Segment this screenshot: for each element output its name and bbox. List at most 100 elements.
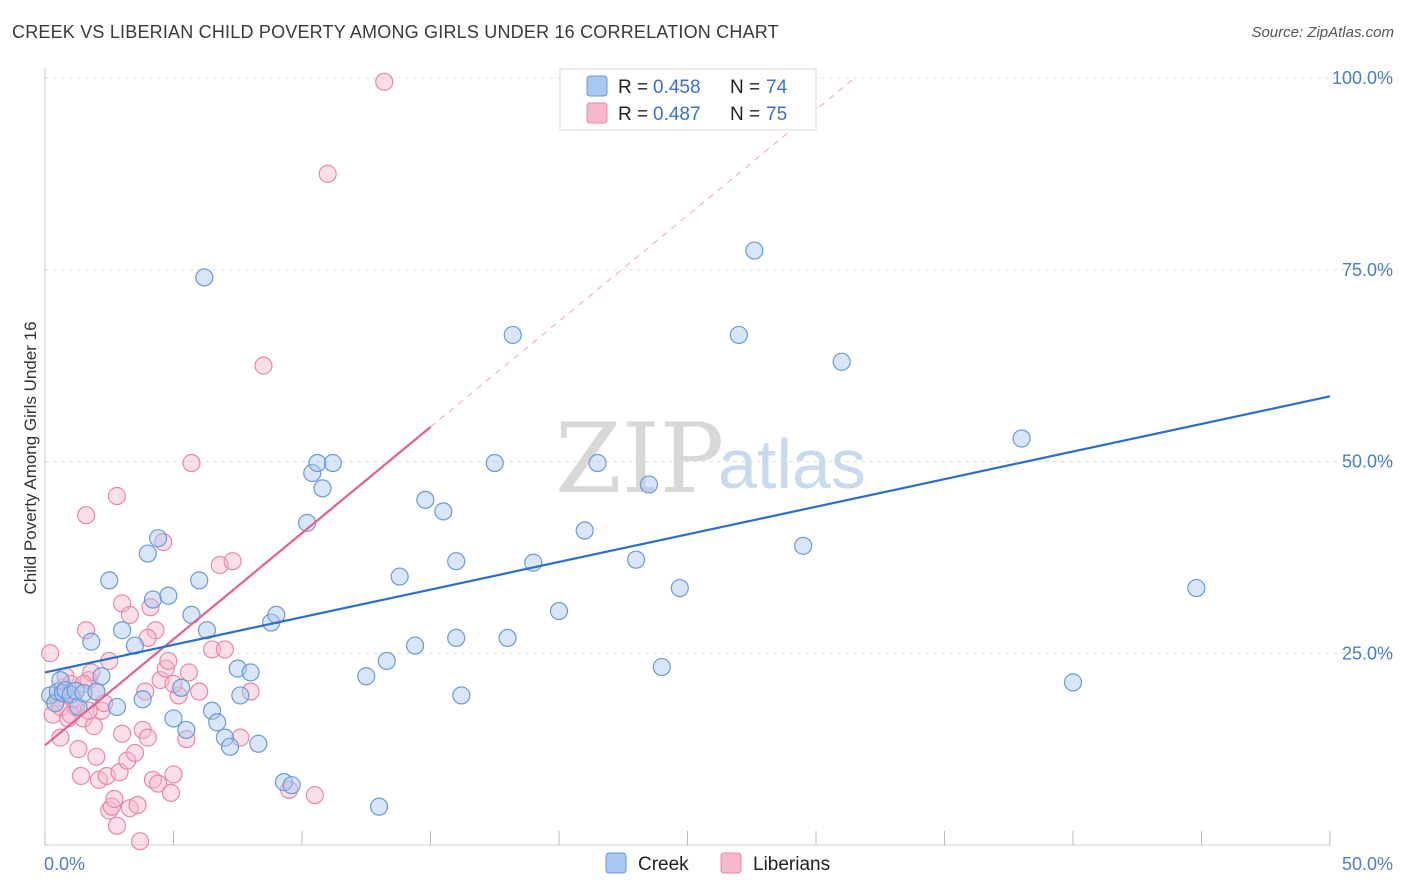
- liberians-point: [318, 164, 337, 183]
- creek-point: [498, 628, 517, 648]
- liberians-point: [254, 356, 273, 375]
- creek-point: [745, 241, 764, 260]
- creek-point: [588, 453, 607, 473]
- creek-r-label: R =: [618, 77, 648, 98]
- watermark-zip: ZIP: [555, 403, 724, 515]
- creek-point: [832, 352, 851, 371]
- series-legend: Creek Liberians: [605, 852, 830, 875]
- creek-point: [249, 734, 268, 753]
- liberians-point: [138, 728, 157, 747]
- liberians-legend-label: Liberians: [753, 854, 830, 875]
- liberians-point: [69, 740, 88, 759]
- creek-point: [69, 697, 88, 717]
- liberians-trend-line: [44, 426, 432, 747]
- liberians-point: [202, 640, 222, 659]
- liberians-point: [87, 747, 106, 766]
- liberians-point: [146, 621, 165, 640]
- watermark-atlas: atlas: [718, 425, 866, 503]
- creek-point: [208, 713, 227, 732]
- creek-point: [177, 720, 196, 740]
- creek-point: [1187, 578, 1206, 598]
- liberians-point: [107, 486, 127, 506]
- liberians-point: [112, 724, 132, 743]
- creek-point: [670, 578, 689, 598]
- liberians-point: [148, 774, 168, 793]
- liberians-swatch: [586, 102, 608, 124]
- creek-n-label: N =: [730, 77, 760, 98]
- liberians-point: [77, 506, 96, 525]
- creek-point: [190, 571, 209, 590]
- liberians-point: [190, 682, 209, 701]
- creek-point: [195, 268, 214, 287]
- liberians-r-value: 0.487: [653, 104, 701, 125]
- creek-point: [143, 590, 163, 609]
- creek-point: [652, 657, 671, 677]
- creek-point: [82, 632, 101, 651]
- creek-point: [159, 586, 178, 605]
- axes: 25.0% 50.0% 75.0% 100.0% 0.0% 50.0%: [44, 68, 1393, 874]
- liberians-point: [41, 644, 60, 663]
- creek-point: [639, 475, 659, 494]
- creek-point: [241, 663, 260, 682]
- creek-point: [138, 544, 157, 563]
- liberians-point: [177, 730, 196, 749]
- liberians-point: [77, 621, 96, 640]
- creek-point: [148, 529, 168, 548]
- y-tick-label: 50.0%: [1342, 452, 1393, 472]
- liberians-point: [43, 705, 62, 724]
- liberians-point: [84, 717, 103, 736]
- creek-point: [220, 737, 240, 756]
- liberians-n-value: 75: [766, 104, 787, 125]
- creek-point: [794, 536, 813, 555]
- creek-points: [41, 241, 1206, 816]
- x-tick-label: 0.0%: [44, 854, 85, 874]
- creek-point: [575, 521, 594, 540]
- trend-lines: [44, 77, 1331, 747]
- creek-point: [447, 628, 466, 648]
- creek-point: [377, 651, 396, 671]
- liberians-point: [161, 783, 181, 802]
- liberians-point: [51, 728, 70, 747]
- creek-legend-label: Creek: [638, 854, 689, 875]
- liberians-point: [125, 743, 145, 763]
- creek-point: [549, 601, 569, 621]
- liberians-point: [305, 786, 324, 805]
- source-label: Source: ZipAtlas.com: [1251, 24, 1394, 41]
- liberians-point: [120, 605, 139, 625]
- creek-trend-line: [44, 395, 1331, 674]
- liberians-point: [215, 640, 234, 659]
- liberians-point: [231, 728, 250, 747]
- creek-point: [46, 694, 65, 713]
- creek-n-value: 74: [766, 77, 788, 98]
- creek-point: [182, 605, 201, 625]
- creek-point: [447, 552, 466, 571]
- liberians-point: [130, 832, 150, 851]
- liberians-point: [223, 552, 242, 571]
- creek-point: [485, 453, 504, 473]
- creek-point: [215, 728, 234, 747]
- creek-point: [503, 325, 522, 345]
- x-tick-label: 50.0%: [1342, 854, 1393, 874]
- creek-legend-swatch: [605, 852, 627, 874]
- liberians-r-label: R =: [618, 104, 648, 125]
- y-tick-label: 25.0%: [1342, 643, 1393, 663]
- liberians-point: [118, 751, 137, 770]
- y-tick-label: 100.0%: [1332, 68, 1393, 88]
- gridlines: [45, 77, 1392, 654]
- liberians-point: [71, 766, 91, 786]
- creek-point: [100, 571, 119, 590]
- liberians-trend-extension: [430, 77, 855, 428]
- creek-point: [357, 667, 376, 686]
- liberians-point: [182, 453, 201, 473]
- creek-point: [1012, 429, 1031, 448]
- creek-point: [133, 690, 152, 709]
- creek-point: [313, 479, 332, 498]
- liberians-point: [241, 682, 260, 701]
- creek-point: [405, 636, 425, 655]
- creek-swatch: [586, 75, 608, 97]
- creek-point: [370, 797, 389, 816]
- creek-point: [434, 502, 453, 521]
- creek-point: [452, 686, 471, 705]
- liberians-point: [164, 765, 183, 784]
